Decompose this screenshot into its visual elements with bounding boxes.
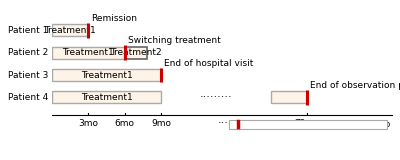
Text: Patient 2: Patient 2	[8, 48, 48, 57]
Text: Treatment1: Treatment1	[62, 48, 114, 57]
Bar	[52, 24, 88, 36]
Bar	[270, 91, 307, 104]
Text: End of observation period: End of observation period	[310, 81, 400, 90]
Bar	[52, 91, 161, 104]
Bar	[52, 69, 161, 81]
Text: Remission: Remission	[91, 14, 137, 23]
Bar	[125, 47, 147, 59]
Text: End of hospital visit: End of hospital visit	[164, 59, 254, 68]
Text: Treatment1: Treatment1	[81, 71, 132, 80]
Text: 6mo: 6mo	[115, 119, 135, 128]
Text: Patient 1: Patient 1	[8, 26, 48, 35]
Text: ·········: ·········	[200, 92, 232, 102]
Text: Patient 3: Patient 3	[8, 71, 48, 80]
Text: Switching treatment: Switching treatment	[128, 36, 220, 45]
Text: ·········: ·········	[218, 119, 250, 128]
Text: Treatment1: Treatment1	[81, 93, 132, 102]
Text: Timing for termination of follow-up: Timing for termination of follow-up	[244, 120, 390, 129]
FancyBboxPatch shape	[229, 120, 387, 129]
Text: Treatment2: Treatment2	[110, 48, 162, 57]
Text: Treatment1: Treatment1	[44, 26, 96, 35]
Text: 3mo: 3mo	[78, 119, 98, 128]
Bar	[52, 47, 125, 59]
Text: 72mo: 72mo	[294, 119, 320, 128]
Text: Patient 4: Patient 4	[8, 93, 48, 102]
Text: 9mo: 9mo	[151, 119, 171, 128]
